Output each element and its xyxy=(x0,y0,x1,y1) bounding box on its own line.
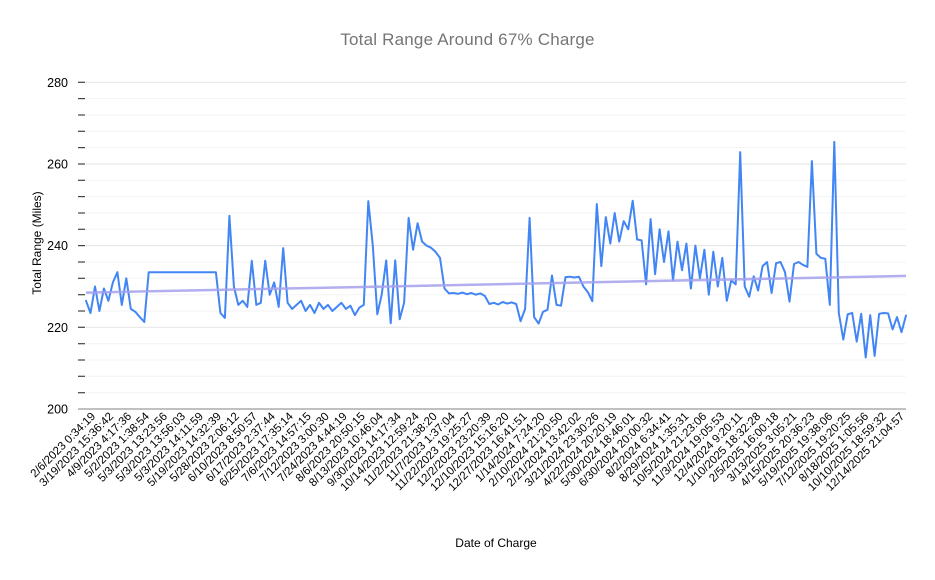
y-tick-label: 200 xyxy=(47,403,68,417)
series-line xyxy=(85,140,907,359)
trendline xyxy=(85,274,907,294)
y-tick-label: 260 xyxy=(47,158,68,172)
y-tick-label: 220 xyxy=(47,321,68,335)
y-tick-label: 240 xyxy=(47,239,68,253)
y-tick-label: 280 xyxy=(47,76,68,90)
x-axis-title: Date of Charge xyxy=(455,536,537,550)
chart-title: Total Range Around 67% Charge xyxy=(340,30,595,49)
